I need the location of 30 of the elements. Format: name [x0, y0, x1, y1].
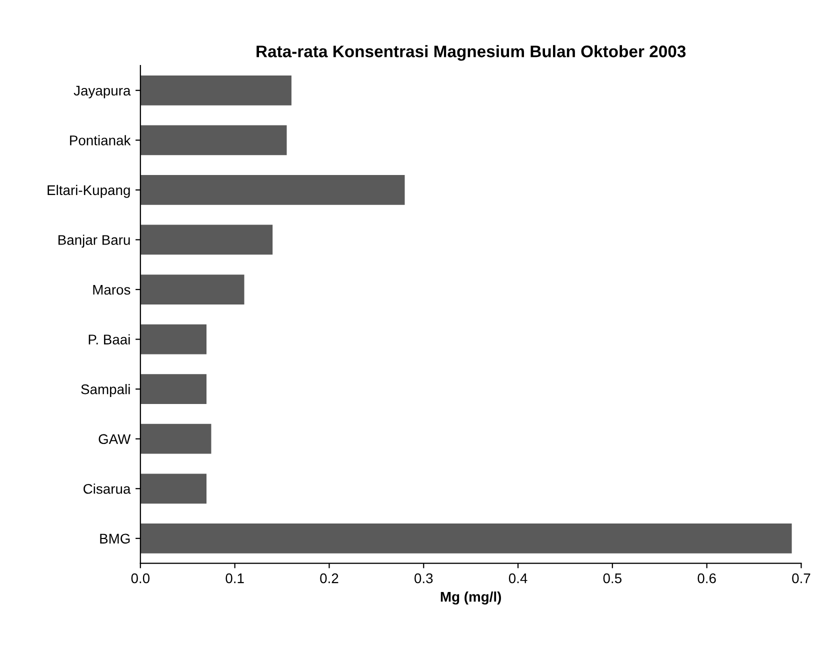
- x-tick-label: 0.3: [414, 573, 433, 584]
- bar: [140, 324, 206, 354]
- x-tick-label: 0.4: [508, 573, 528, 584]
- bar: [140, 125, 287, 156]
- x-tick-label: 0.5: [603, 573, 622, 584]
- y-tick-label: Sampali: [81, 384, 130, 397]
- bar: [140, 224, 273, 255]
- x-tick-label: 0.0: [131, 573, 150, 584]
- y-tick-label: Eltari-Kupang: [48, 184, 130, 198]
- bar: [140, 424, 212, 454]
- y-tick-label: Jayapura: [74, 86, 131, 98]
- y-tick-label: BMG: [100, 534, 130, 544]
- x-tick-label: 0.1: [226, 573, 244, 584]
- bar: [140, 75, 292, 106]
- x-tick-label: 0.6: [698, 573, 716, 584]
- y-tick-label: GAW: [98, 434, 131, 444]
- y-tick-label: Pontianak: [70, 135, 131, 146]
- bar: [140, 523, 792, 554]
- bar: [140, 374, 206, 404]
- x-tick-label: 0.7: [792, 573, 810, 584]
- bar: [140, 175, 405, 205]
- y-tick-label: Cisarua: [84, 484, 131, 494]
- x-axis-title: Mg (mg/l): [440, 592, 501, 605]
- y-tick-label: P. Baai: [88, 334, 130, 344]
- bar: [140, 274, 244, 304]
- y-tick-label: Maros: [93, 284, 130, 295]
- chart-title: Rata-rata Konsentrasi Magnesium Bulan Oktober 2003: [256, 45, 686, 61]
- y-tick-label: Banjar Baru: [58, 234, 130, 248]
- x-tick-label: 0.2: [320, 573, 338, 584]
- bar: [140, 474, 206, 504]
